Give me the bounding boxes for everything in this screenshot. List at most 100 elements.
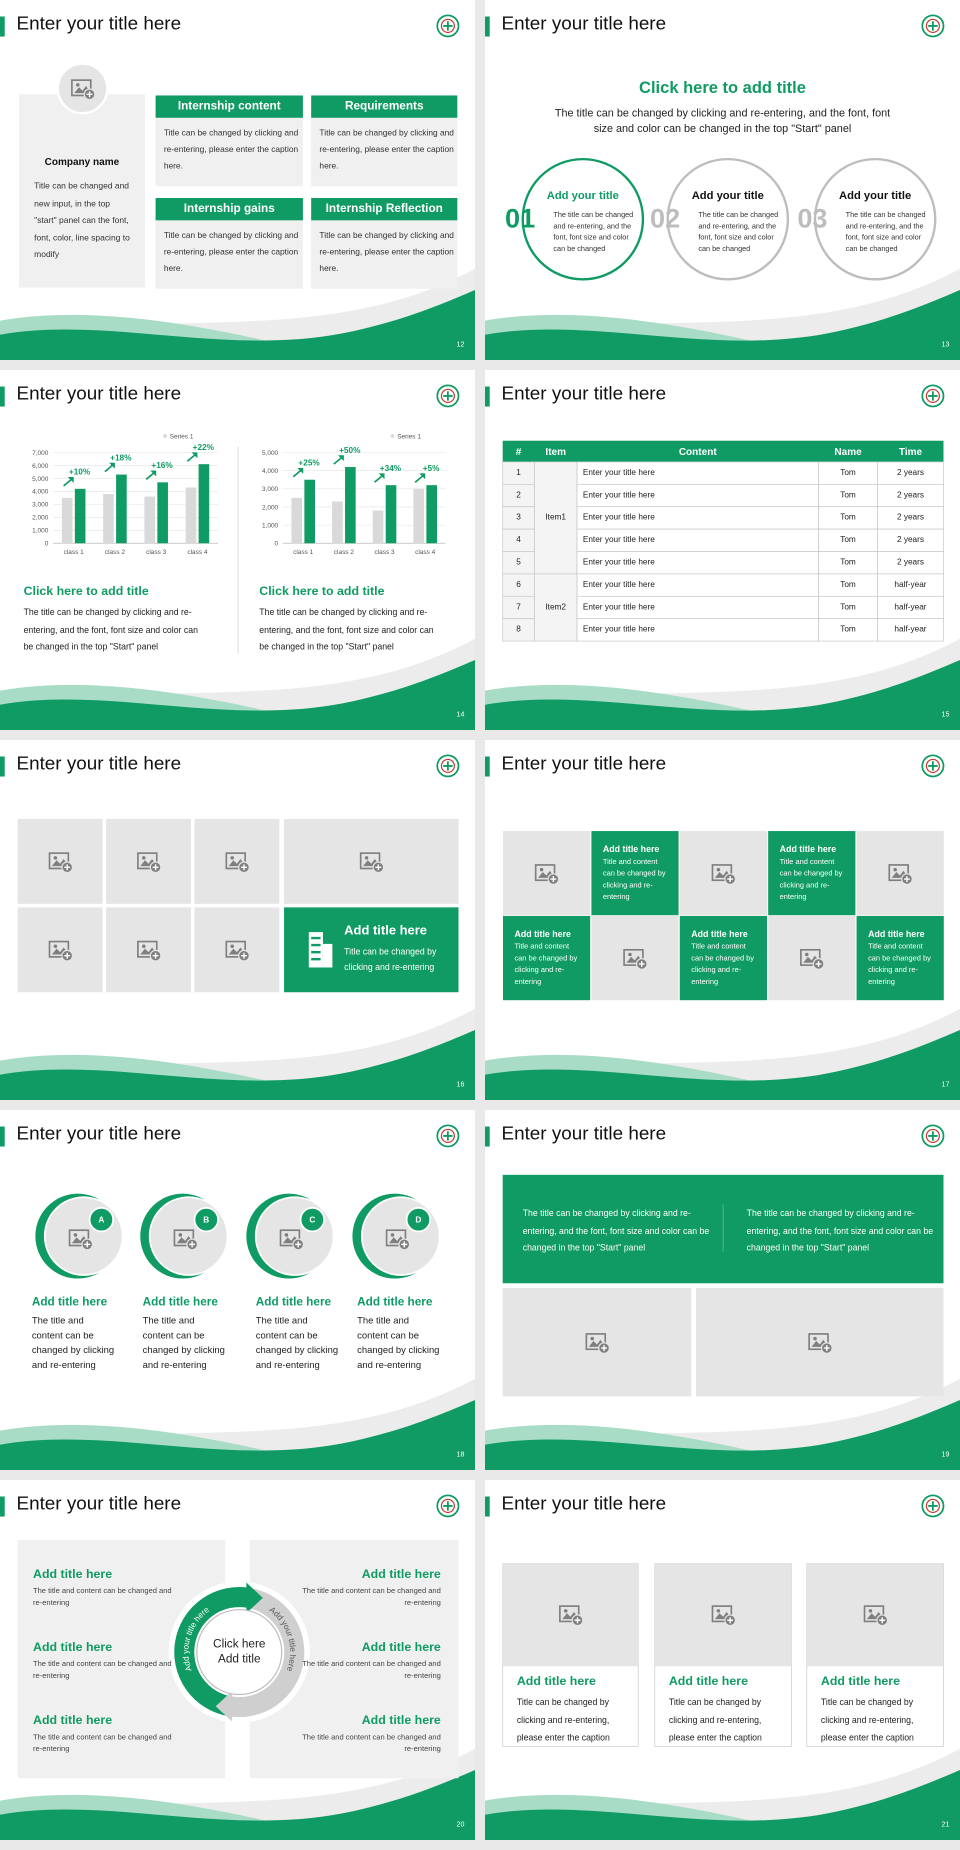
slide-title: Enter your title here (501, 14, 667, 35)
icon-sun (805, 952, 809, 957)
slide: 0 1,000 2,000 3,000 4,000 5,000 6,000 7,000 clas… (0, 370, 475, 730)
growth-arrow (373, 473, 385, 483)
image-tile (502, 830, 591, 916)
bar (157, 482, 168, 544)
text-tile (679, 915, 768, 1001)
card-text: Title can be changed by clicking and re-… (820, 1696, 914, 1743)
block-heading: Click here to add title (259, 584, 385, 599)
feature-title: Add title here (344, 923, 428, 939)
y-tick-label: 3,000 (32, 502, 49, 509)
bar (413, 488, 425, 544)
company-panel (18, 94, 145, 288)
y-tick-label: 7,000 (32, 450, 49, 457)
icon-plus (152, 952, 159, 959)
box-heading: Internship content (177, 100, 281, 114)
item-ring (666, 157, 790, 281)
table-cell (877, 618, 944, 642)
icon-plus (241, 864, 247, 871)
slide-content: 0 1,000 2,000 3,000 4,000 5,000 6,000 7,000 clas… (0, 370, 475, 730)
growth-label: +16% (151, 461, 173, 470)
box-body (311, 220, 458, 289)
item-ring (521, 157, 645, 281)
title-accent (0, 1496, 5, 1517)
page-number: 15 (941, 711, 950, 719)
icon-sun (716, 1609, 721, 1613)
logo-mark (443, 1131, 453, 1141)
box-body (311, 117, 458, 187)
page-number: 20 (456, 1821, 465, 1829)
y-tick-label: 6,000 (32, 463, 49, 470)
slide-title: Enter your title here (16, 1124, 182, 1145)
slide-title: Enter your title here (16, 14, 182, 35)
wave-green (0, 1029, 475, 1100)
badge (299, 1206, 326, 1233)
card-text: Title and content can be changed by clic… (779, 857, 843, 902)
item-text: The title and content can be changed and… (33, 1587, 172, 1608)
image-placeholder-icon (863, 1605, 889, 1627)
item-text: The title and content can be changed by … (31, 1315, 115, 1370)
card-title: Add title here (868, 928, 925, 940)
growth-label: +50% (339, 446, 361, 455)
icon-sun (178, 1233, 183, 1237)
bar (291, 497, 303, 544)
icon-sun (142, 944, 146, 949)
legend-swatch (390, 434, 395, 438)
table-cell-text: 3 (516, 513, 521, 523)
card-title: Add title here (514, 928, 571, 940)
item-number: 01 (505, 202, 536, 234)
box-header (155, 198, 303, 221)
slide: Enter your title here Add title here Title… (485, 740, 960, 1100)
logo-mark (928, 1131, 938, 1141)
text-tile (855, 915, 945, 1001)
logo-mark (443, 21, 453, 31)
icon-plus (574, 1617, 581, 1624)
building-icon (308, 932, 333, 968)
badge (193, 1206, 219, 1233)
page-number: 17 (941, 1081, 950, 1089)
cycle-arc-gray (228, 1587, 305, 1718)
table-cell-text: Tom (840, 513, 856, 523)
image-tile (654, 1563, 792, 1667)
growth-arrow (414, 473, 426, 483)
bar (385, 485, 397, 544)
icon-frame (863, 1605, 885, 1623)
image-tile (106, 818, 191, 904)
slide-content: Enter your title here Add title here Title… (485, 1480, 960, 1840)
badge (88, 1206, 115, 1233)
image-tile (284, 818, 459, 904)
item-title: Add title here (255, 1296, 332, 1310)
table-header-cell: Name (834, 445, 862, 458)
icon-plus (823, 1345, 830, 1352)
icon-sun (539, 867, 544, 872)
cycle-arrow-green (246, 1582, 263, 1614)
box-header (311, 198, 458, 221)
icon-frame (225, 852, 246, 870)
bar (304, 479, 315, 544)
icon-frame (585, 1333, 607, 1351)
wave-green (0, 289, 475, 360)
icon-frame (800, 948, 821, 966)
item-ring (813, 157, 937, 281)
slide: Enter your title here The title can be ch… (485, 1110, 960, 1470)
slide-title: Enter your title here (501, 384, 667, 405)
cycle-center-text: Click here Add title (213, 1637, 266, 1667)
slide-content: Enter your title here # Item Content Name Tim… (485, 370, 960, 730)
box-text: Title can be changed by clicking and re-… (319, 231, 454, 274)
bar (372, 510, 384, 544)
icon-frame (559, 1605, 580, 1623)
x-tick-label: class 3 (146, 549, 167, 556)
icon-frame (225, 940, 246, 958)
image-tile (855, 830, 945, 916)
image-tile (17, 907, 103, 993)
card-title: Add title here (691, 928, 748, 940)
icon-sun (716, 867, 721, 872)
slide-title: Enter your title here (501, 1124, 667, 1145)
icon-sun (76, 83, 80, 87)
bar (345, 467, 356, 544)
growth-arrow (63, 477, 74, 487)
bar (74, 488, 86, 544)
icon-plus (189, 1241, 196, 1248)
x-tick-label: class 1 (293, 549, 314, 556)
text-tile (502, 915, 591, 1001)
item-title: Add title here (142, 1296, 218, 1310)
